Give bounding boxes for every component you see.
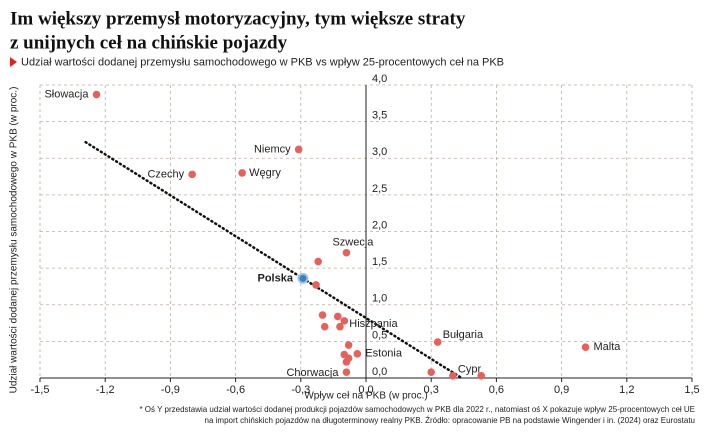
point-label: Chorwacja: [286, 367, 339, 379]
y-tick-label: 1,0: [372, 293, 387, 305]
point: [188, 170, 196, 179]
subtitle-marker: [10, 57, 17, 67]
x-tick-label: 0,3: [424, 384, 439, 396]
footnote: * Oś Y przedstawia udział wartości dodan…: [139, 405, 695, 414]
y-tick-label: 3,0: [372, 146, 387, 158]
title: Im większy przemysł motoryzacyjny, tym w…: [10, 8, 466, 29]
y-tick-label: 0,0: [372, 366, 387, 378]
point-label: Niemcy: [254, 143, 291, 155]
point-label: Estonia: [365, 348, 403, 360]
point: [344, 341, 353, 349]
point: [320, 322, 329, 331]
title: z unijnych ceł na chińskie pojazdy: [10, 32, 288, 53]
point: [314, 257, 322, 266]
point: [581, 343, 590, 352]
point: [336, 322, 344, 331]
x-tick-label: 0,6: [489, 384, 504, 396]
y-tick-label: 1,5: [372, 256, 387, 268]
point: [318, 311, 327, 319]
y-tick-label: 3,5: [372, 110, 387, 122]
trendline: [84, 140, 463, 380]
point: [477, 372, 485, 380]
point-label: Cypr: [458, 364, 482, 376]
subtitle: Udział wartości dodanej przemysłu samoch…: [21, 56, 504, 68]
point-label: Węgry: [249, 167, 281, 179]
point: [353, 350, 362, 358]
point-label: Bułgaria: [443, 329, 484, 341]
y-tick-label: 2,5: [372, 183, 387, 195]
x-tick-label: -1,5: [31, 384, 50, 396]
point-label: Polska: [258, 272, 294, 284]
point: [449, 372, 457, 380]
x-tick-label: 1,5: [684, 384, 699, 396]
point-label: Szwecja: [332, 237, 374, 249]
point-label: Czechy: [147, 168, 184, 180]
point: [312, 281, 320, 289]
y-tick-label: 0,5: [372, 329, 387, 341]
point-label: Słowacja: [44, 88, 89, 100]
point: [92, 90, 101, 99]
x-axis-label: Wpływ ceł na PKB (w proc.): [304, 391, 427, 402]
point-label: Malta: [594, 341, 622, 353]
x-tick-label: -0,9: [161, 384, 180, 396]
point: [342, 368, 351, 376]
y-axis-label: Udział wartości dodanej przemysłu samoch…: [9, 87, 20, 394]
point: [238, 169, 246, 177]
point: [297, 272, 309, 284]
x-tick-label: -1,2: [96, 384, 115, 396]
y-tick-label: 2,0: [372, 219, 387, 231]
x-tick-label: 1,2: [619, 384, 634, 396]
x-tick-label: 0,0: [358, 384, 373, 396]
point-label: Hiszpania: [349, 318, 398, 330]
x-tick-label: -0,3: [291, 384, 310, 396]
x-tick-label: -0,6: [226, 384, 245, 396]
point: [333, 312, 342, 321]
y-tick-label: 4,0: [372, 73, 387, 85]
footnote: na import chińskich pojazdów na długoter…: [205, 416, 695, 425]
point: [340, 317, 349, 325]
point: [342, 358, 351, 366]
x-tick-label: 0,9: [554, 384, 569, 396]
point: [294, 145, 303, 154]
point: [342, 248, 351, 257]
point: [427, 368, 436, 376]
point: [433, 338, 442, 346]
